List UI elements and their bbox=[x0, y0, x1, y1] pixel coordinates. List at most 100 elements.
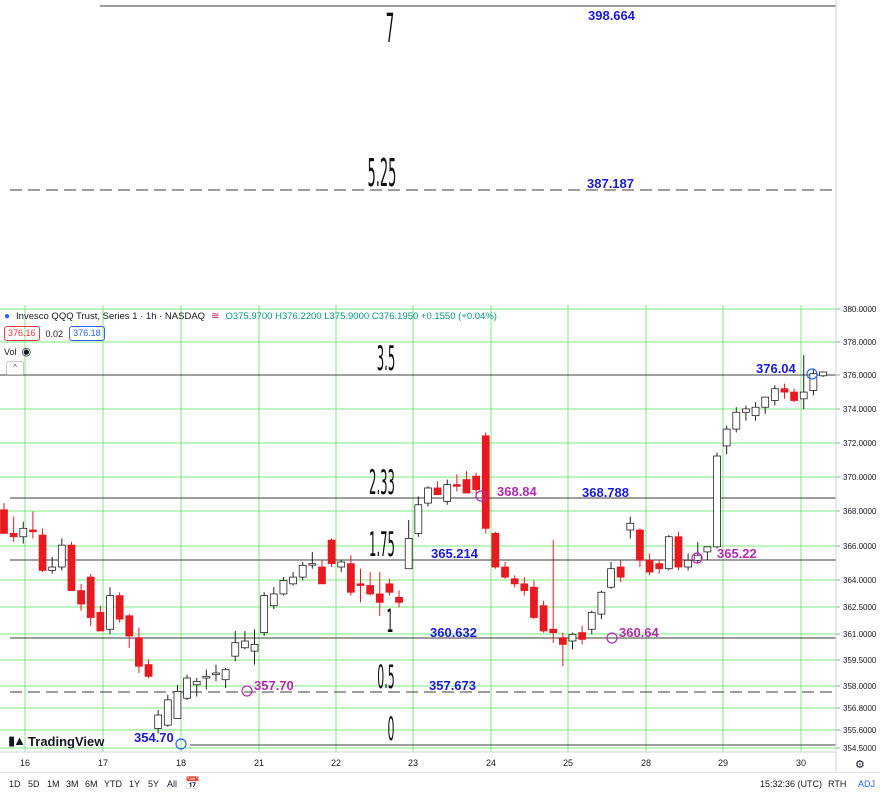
price-tick-label: 376.0000 bbox=[843, 371, 877, 380]
candle-body bbox=[539, 605, 548, 632]
candle-body bbox=[819, 371, 827, 377]
price-tick-label: 361.0000 bbox=[843, 630, 877, 639]
candle-body bbox=[693, 554, 702, 561]
candle-body bbox=[221, 669, 230, 681]
candle-body bbox=[318, 566, 326, 585]
candle-body bbox=[722, 428, 731, 447]
candle-body bbox=[645, 559, 654, 573]
candle-body bbox=[664, 536, 673, 570]
candle-body bbox=[48, 566, 57, 571]
candle-body bbox=[452, 484, 461, 487]
time-tick-label: 18 bbox=[176, 758, 186, 768]
candle-body bbox=[713, 455, 721, 548]
candle-body bbox=[77, 590, 85, 605]
price-tick-label: 362.5000 bbox=[843, 603, 877, 612]
candle-body bbox=[732, 411, 741, 430]
timeframe-5d[interactable]: 5D bbox=[28, 779, 40, 789]
symbol-title[interactable]: Invesco QQQ Trust, Series 1 · 1h · NASDA… bbox=[16, 310, 206, 322]
fib-price-label: 357.673 bbox=[429, 678, 476, 693]
candle-body bbox=[751, 406, 760, 417]
timeframe-ytd[interactable]: YTD bbox=[104, 779, 122, 789]
price-markers: 354.70 357.70 368.84 360.64 365.22 376.04 bbox=[134, 361, 818, 750]
price-tick-label: 358.0000 bbox=[843, 682, 877, 691]
marker-label: 376.04 bbox=[756, 361, 797, 376]
price-axis[interactable]: 380.0000 378.0000 376.0000 374.0000 372.0000… bbox=[835, 0, 877, 772]
time-tick-label: 25 bbox=[563, 758, 573, 768]
time-tick-label: 17 bbox=[98, 758, 108, 768]
candle-body bbox=[192, 680, 201, 686]
quote-row: 376.16 0.02 376.18 bbox=[4, 326, 105, 341]
candle-body bbox=[19, 527, 28, 538]
timeframe-3m[interactable]: 3M bbox=[66, 779, 79, 789]
candle-body bbox=[790, 391, 798, 401]
fib-ratio-label: 1.75 bbox=[369, 526, 395, 566]
candle-body bbox=[163, 699, 172, 726]
candle-body bbox=[761, 396, 770, 408]
rth-toggle[interactable]: RTH bbox=[828, 779, 847, 789]
timeframe-1y[interactable]: 1Y bbox=[129, 779, 141, 789]
candle-body bbox=[327, 539, 336, 565]
eye-icon[interactable]: ◉ bbox=[21, 346, 32, 358]
candle-body bbox=[799, 391, 808, 400]
time-tick-label: 28 bbox=[641, 758, 651, 768]
time-tick-label: 16 bbox=[20, 758, 30, 768]
candle-body bbox=[144, 664, 153, 677]
vertical-grid bbox=[24, 305, 802, 752]
candle-body bbox=[443, 484, 452, 502]
candle-body bbox=[308, 563, 317, 566]
candle-body bbox=[38, 534, 47, 571]
candle-body bbox=[173, 691, 182, 719]
time-axis[interactable]: 16 17 18 21 22 23 24 25 28 29 30 bbox=[0, 751, 836, 768]
candle-body bbox=[260, 595, 269, 634]
fib-ratio-label: 0.5 bbox=[377, 659, 394, 696]
bid-badge[interactable]: 376.16 bbox=[4, 326, 40, 341]
marker-ring bbox=[475, 490, 487, 502]
time-tick-label: 30 bbox=[796, 758, 806, 768]
candle-body bbox=[250, 643, 259, 652]
candle-body bbox=[674, 536, 683, 568]
collapse-legend-button[interactable]: ^ bbox=[6, 361, 24, 375]
candle-body bbox=[375, 593, 384, 603]
fib-price-label: 398.664 bbox=[588, 8, 636, 23]
candle-body bbox=[231, 642, 240, 657]
volume-label[interactable]: Vol bbox=[4, 346, 17, 357]
candle-body bbox=[115, 595, 124, 620]
candle-body bbox=[481, 435, 490, 529]
fib-ratio-label: 2.33 bbox=[369, 464, 395, 504]
price-tick-label: 359.5000 bbox=[843, 656, 877, 665]
timeframe-1m[interactable]: 1M bbox=[47, 779, 60, 789]
marker-ring bbox=[606, 632, 618, 644]
candle-body bbox=[703, 546, 712, 553]
candle-body bbox=[279, 580, 288, 595]
candle-body bbox=[125, 615, 134, 637]
calendar-icon[interactable]: 📅 bbox=[185, 776, 200, 790]
adj-toggle[interactable]: ADJ bbox=[858, 779, 876, 789]
data-source-icon: ≋ bbox=[211, 310, 220, 322]
fib-ratio-label: 0 bbox=[388, 711, 395, 748]
price-tick-label: 364.0000 bbox=[843, 576, 877, 585]
marker-label: 365.22 bbox=[717, 546, 757, 561]
fib-price-label: 368.788 bbox=[582, 485, 629, 500]
candle-body bbox=[366, 585, 375, 595]
candle-body bbox=[385, 583, 394, 593]
candle-body bbox=[607, 568, 615, 588]
gear-icon[interactable]: ⚙ bbox=[855, 759, 865, 771]
candle-body bbox=[414, 504, 423, 534]
timeframe-5y[interactable]: 5Y bbox=[148, 779, 160, 789]
candle-body bbox=[770, 388, 779, 401]
candle-body bbox=[809, 373, 818, 391]
candle-body bbox=[462, 479, 471, 494]
candle-body bbox=[684, 559, 692, 568]
ask-badge[interactable]: 376.18 bbox=[69, 326, 105, 341]
candle-body bbox=[212, 672, 220, 676]
marker-ring bbox=[241, 685, 253, 697]
candle-body bbox=[433, 487, 442, 496]
timeframe-1d[interactable]: 1D bbox=[9, 779, 21, 789]
price-tick-label: 372.0000 bbox=[843, 439, 877, 448]
timeframe-6m[interactable]: 6M bbox=[85, 779, 98, 789]
clock-time[interactable]: 15:32:36 (UTC) bbox=[760, 779, 823, 789]
timeframe-all[interactable]: All bbox=[167, 779, 178, 789]
price-tick-label: 374.0000 bbox=[843, 405, 877, 414]
fib-price-label: 360.632 bbox=[430, 625, 477, 640]
